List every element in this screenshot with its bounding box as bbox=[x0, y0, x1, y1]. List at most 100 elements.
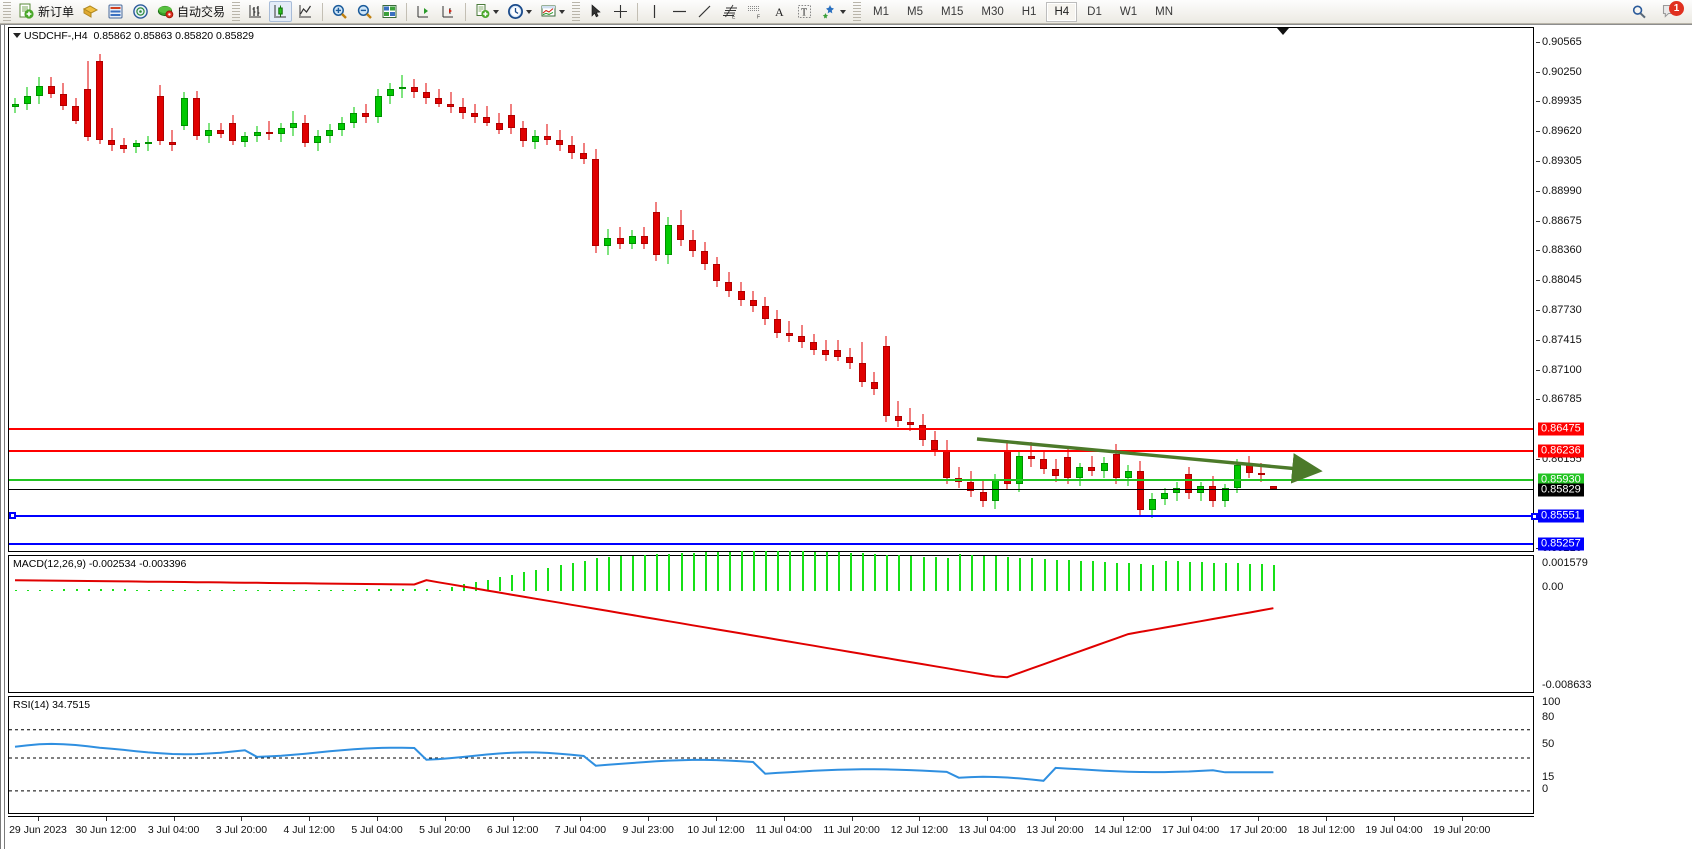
candle-body bbox=[277, 128, 285, 134]
toolbar-grip-4[interactable] bbox=[853, 1, 862, 22]
price-tag-resistance-2[interactable]: 0.86236 bbox=[1538, 444, 1584, 458]
macd-signal-line bbox=[14, 579, 1274, 679]
macd-histogram-bar bbox=[1140, 564, 1143, 591]
indicators-caret-icon[interactable] bbox=[559, 9, 566, 14]
toolbar-grip[interactable] bbox=[3, 1, 11, 22]
autotrading-button[interactable]: 自动交易 bbox=[154, 1, 228, 22]
price-tag-target-1[interactable]: 0.85551 bbox=[1538, 509, 1584, 523]
timeframe-m1[interactable]: M1 bbox=[873, 5, 890, 18]
crosshair-button[interactable] bbox=[609, 1, 632, 22]
indicators-button[interactable] bbox=[537, 1, 568, 22]
zoom-out-button[interactable] bbox=[353, 1, 376, 22]
timeframe-w1[interactable]: W1 bbox=[1119, 5, 1138, 18]
macd-histogram-bar bbox=[1261, 564, 1264, 591]
period-caret-icon[interactable] bbox=[526, 9, 533, 14]
macd-histogram-bar bbox=[220, 590, 223, 591]
templates-button[interactable] bbox=[471, 1, 502, 22]
level-line-handle[interactable] bbox=[9, 512, 16, 520]
price-tag-resistance-1[interactable]: 0.86475 bbox=[1538, 422, 1584, 436]
price-tag-target-2[interactable]: 0.85257 bbox=[1538, 537, 1584, 551]
candle bbox=[568, 135, 576, 159]
level-line-target-2[interactable] bbox=[9, 542, 1533, 545]
down-trend-arrow[interactable] bbox=[969, 433, 1329, 503]
toolbar-separator-4 bbox=[637, 2, 639, 21]
macd-histogram-bar bbox=[499, 577, 501, 591]
toolbar-grip-2[interactable] bbox=[232, 1, 241, 22]
svg-text:F: F bbox=[757, 15, 760, 21]
level-line-target-1[interactable] bbox=[9, 515, 1533, 518]
candle-body bbox=[47, 85, 55, 95]
objects-button[interactable] bbox=[818, 1, 849, 22]
price-tag-current-price[interactable]: 0.85829 bbox=[1538, 483, 1584, 497]
candle-body bbox=[193, 97, 200, 136]
level-line-resistance-2[interactable] bbox=[9, 450, 1533, 453]
level-line-current-price[interactable] bbox=[9, 488, 1533, 490]
macd-histogram-bar bbox=[317, 590, 320, 591]
rsi-pane[interactable]: RSI(14) 34.7515 bbox=[8, 696, 1534, 814]
period-button[interactable] bbox=[504, 1, 535, 22]
chart-shift-button[interactable] bbox=[437, 1, 460, 22]
level-line-resistance-1[interactable] bbox=[9, 427, 1533, 430]
candlestick-chart-button[interactable] bbox=[269, 1, 293, 22]
timeframe-mn[interactable]: MN bbox=[1155, 5, 1173, 18]
macd-histogram-bar bbox=[680, 553, 683, 592]
grid-button[interactable] bbox=[378, 1, 401, 22]
price-axis[interactable]: 0.90565 0.90250 0.89935 0.89620 0.89305 0.889… bbox=[1531, 27, 1692, 814]
candle bbox=[616, 226, 624, 250]
zoom-in-button[interactable] bbox=[328, 1, 351, 22]
macd-histogram-bar bbox=[196, 590, 199, 591]
text-button[interactable]: A bbox=[768, 1, 791, 22]
macd-histogram-bar bbox=[1031, 558, 1034, 591]
time-label: 3 Jul 04:00 bbox=[147, 824, 200, 836]
timeframe-m30[interactable]: M30 bbox=[981, 5, 1004, 18]
timeframe-h4[interactable]: H4 bbox=[1046, 1, 1078, 22]
auto-scroll-button[interactable] bbox=[412, 1, 435, 22]
time-label: 12 Jul 12:00 bbox=[890, 824, 948, 836]
macd-pane[interactable]: MACD(12,26,9) -0.002534 -0.003396 bbox=[8, 551, 1534, 693]
candle-body bbox=[919, 425, 926, 441]
line-chart-button[interactable] bbox=[294, 1, 317, 22]
channel-button[interactable]: F bbox=[743, 1, 766, 22]
price-tag-handle[interactable] bbox=[1531, 512, 1538, 520]
price-pane[interactable]: USDCHF-,H4 0.85862 0.85863 0.85820 0.858… bbox=[8, 27, 1534, 552]
rsi-tick: 0 bbox=[1542, 783, 1549, 795]
macd-histogram-bar bbox=[656, 554, 659, 592]
chart-area[interactable]: USDCHF-,H4 0.85862 0.85863 0.85820 0.858… bbox=[0, 24, 1692, 849]
market-watch-button[interactable] bbox=[129, 1, 152, 22]
candle bbox=[955, 466, 963, 488]
new-order-label: 新订单 bbox=[38, 5, 75, 19]
candle-body bbox=[59, 94, 67, 106]
templates-caret-icon[interactable] bbox=[493, 9, 500, 14]
candle bbox=[35, 77, 43, 104]
timeframe-m5[interactable]: M5 bbox=[907, 5, 923, 18]
bar-chart-button[interactable] bbox=[244, 1, 267, 22]
timeframe-m15[interactable]: M15 bbox=[941, 5, 964, 18]
timeframe-d1[interactable]: D1 bbox=[1087, 5, 1102, 18]
cursor-button[interactable] bbox=[584, 1, 607, 22]
candle-body bbox=[568, 145, 576, 153]
timeframe-h1[interactable]: H1 bbox=[1021, 5, 1037, 18]
candle-body bbox=[301, 122, 309, 144]
time-label: 18 Jul 12:00 bbox=[1297, 824, 1355, 836]
vline-button[interactable] bbox=[643, 1, 666, 22]
objects-caret-icon[interactable] bbox=[840, 9, 847, 14]
grid-icon bbox=[381, 3, 398, 20]
search-button[interactable] bbox=[1627, 1, 1651, 22]
text-label-button[interactable]: T bbox=[793, 1, 816, 22]
candle bbox=[979, 480, 987, 507]
candle-body bbox=[1112, 453, 1120, 479]
new-order-button[interactable]: 新订单 bbox=[15, 1, 77, 22]
time-axis[interactable]: 29 Jun 2023 30 Jun 12:00 3 Jul 04:00 3 Jul … bbox=[8, 816, 1534, 846]
level-line-support-green[interactable] bbox=[9, 479, 1533, 482]
chart-dropdown-caret-icon[interactable] bbox=[13, 33, 21, 38]
hline-button[interactable] bbox=[668, 1, 691, 22]
macd-histogram-bar bbox=[1249, 563, 1252, 591]
trendline-button[interactable] bbox=[693, 1, 716, 22]
bar-chart-icon bbox=[247, 3, 264, 20]
toolbar-grip-3[interactable] bbox=[572, 1, 581, 22]
notifications-button[interactable]: 1 bbox=[1658, 1, 1684, 22]
navigator-button[interactable] bbox=[104, 1, 127, 22]
fibo-button[interactable]: E bbox=[718, 1, 741, 22]
data-window-button[interactable] bbox=[79, 1, 102, 22]
macd-tick: 0.00 bbox=[1542, 581, 1564, 593]
